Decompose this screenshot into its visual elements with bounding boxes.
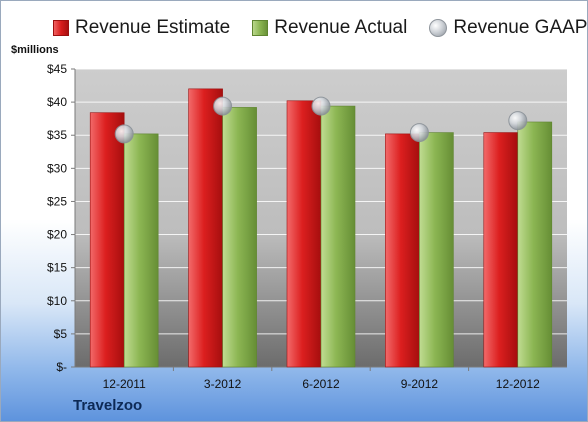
bar-revenue-estimate bbox=[385, 133, 420, 368]
y-tick-label: $40 bbox=[47, 95, 67, 109]
legend: Revenue Estimate Revenue Actual Revenue … bbox=[53, 17, 587, 39]
y-tick-label: $5 bbox=[54, 327, 68, 341]
y-tick-label: $35 bbox=[47, 128, 67, 142]
bar-revenue-actual bbox=[123, 133, 159, 368]
x-tick-label: 3-2012 bbox=[204, 377, 242, 391]
bar-revenue-actual bbox=[222, 107, 257, 368]
bar-revenue-estimate bbox=[483, 132, 519, 368]
x-tick-label: 12-2011 bbox=[103, 377, 146, 391]
point-revenue-gaap bbox=[409, 123, 429, 143]
point-revenue-gaap bbox=[213, 96, 233, 116]
bar-revenue-actual bbox=[517, 121, 553, 368]
bar-revenue-actual bbox=[419, 132, 454, 368]
x-tick-label: 12-2012 bbox=[496, 377, 540, 391]
legend-item-gaap: Revenue GAAP bbox=[429, 17, 587, 39]
y-tick-label: $45 bbox=[47, 62, 67, 76]
x-tick-label: 9-2012 bbox=[401, 377, 439, 391]
bar-revenue-actual bbox=[320, 105, 356, 368]
x-tick-label: 6-2012 bbox=[302, 377, 340, 391]
y-tick-label: $- bbox=[56, 360, 67, 374]
y-tick-label: $20 bbox=[47, 228, 67, 242]
bar-revenue-estimate bbox=[89, 112, 125, 368]
bar-revenue-estimate bbox=[188, 88, 223, 368]
point-revenue-gaap bbox=[114, 124, 134, 144]
y-tick-label: $10 bbox=[47, 294, 67, 308]
legend-label-estimate: Revenue Estimate bbox=[75, 17, 231, 38]
y-tick-label: $25 bbox=[47, 194, 67, 208]
legend-label-actual: Revenue Actual bbox=[274, 17, 408, 38]
y-axis-unit-label: $millions bbox=[11, 44, 59, 56]
y-tick-label: $15 bbox=[47, 261, 67, 275]
bar-revenue-estimate bbox=[286, 100, 322, 368]
legend-item-estimate: Revenue Estimate bbox=[53, 17, 230, 39]
legend-swatch-actual bbox=[252, 20, 269, 36]
legend-swatch-gaap bbox=[429, 19, 448, 37]
legend-label-gaap: Revenue GAAP bbox=[453, 17, 588, 38]
y-tick-label: $30 bbox=[47, 161, 67, 175]
point-revenue-gaap bbox=[508, 111, 528, 131]
point-revenue-gaap bbox=[311, 96, 331, 116]
company-label: Travelzoo bbox=[73, 397, 143, 414]
legend-item-actual: Revenue Actual bbox=[252, 17, 407, 39]
legend-swatch-estimate bbox=[53, 20, 69, 36]
